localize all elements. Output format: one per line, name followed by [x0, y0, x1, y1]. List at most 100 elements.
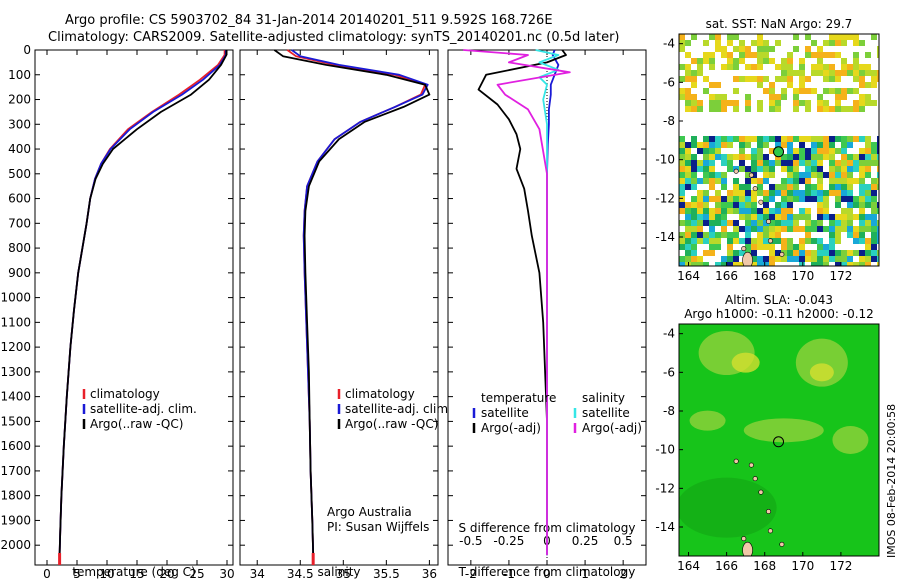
sst-cell: [787, 166, 793, 172]
sst-cell: [697, 256, 703, 262]
sst-cell: [745, 166, 751, 172]
sst-cell: [775, 100, 781, 106]
sst-cell: [757, 160, 763, 166]
sst-cell: [757, 148, 763, 154]
sst-cell: [685, 262, 691, 266]
sst-cell: [739, 196, 745, 202]
sst-cell: [769, 88, 775, 94]
sst-cell: [679, 238, 685, 244]
sst-cell: [859, 202, 865, 208]
sst-cell: [739, 76, 745, 82]
sst-cell: [733, 136, 739, 142]
sst-cell: [703, 172, 709, 178]
sst-cell: [685, 172, 691, 178]
sst-cell: [697, 142, 703, 148]
top-x-tick-label: 0.25: [572, 534, 599, 548]
sst-cell: [763, 244, 769, 250]
sst-cell: [739, 184, 745, 190]
sst-cell: [841, 160, 847, 166]
sst-cell: [775, 250, 781, 256]
sst-cell: [805, 196, 811, 202]
plot-frame: [34, 49, 234, 566]
sst-cell: [751, 172, 757, 178]
sst-cell: [679, 220, 685, 226]
sst-cell: [859, 40, 865, 46]
island-marker: [766, 509, 772, 515]
sst-cell: [775, 256, 781, 262]
sst-cell: [763, 154, 769, 160]
sst-cell: [769, 250, 775, 256]
sst-cell: [697, 100, 703, 106]
sst-cell: [829, 238, 835, 244]
sst-cell: [799, 172, 805, 178]
sst-cell: [685, 154, 691, 160]
sst-cell: [805, 76, 811, 82]
sst-cell: [793, 214, 799, 220]
sst-cell: [781, 220, 787, 226]
sst-cell: [799, 238, 805, 244]
y-tick-label: 900: [8, 266, 31, 280]
sst-cell: [805, 160, 811, 166]
sst-cell: [805, 106, 811, 112]
x-tick-label: 36: [422, 567, 437, 580]
sst-cell: [841, 154, 847, 160]
sst-cell: [787, 238, 793, 244]
sst-cell: [847, 262, 853, 266]
sst-cell: [805, 184, 811, 190]
sst-cell: [847, 256, 853, 262]
sst-cell: [853, 154, 859, 160]
sst-cell: [715, 100, 721, 106]
sst-cell: [757, 82, 763, 88]
sst-cell: [709, 166, 715, 172]
sst-cell: [715, 172, 721, 178]
sst-cell: [817, 160, 823, 166]
map-body: [679, 324, 879, 556]
sst-cell: [865, 154, 871, 160]
sst-cell: [835, 256, 841, 262]
sst-cell: [691, 172, 697, 178]
sst-cell: [817, 58, 823, 64]
sst-cell: [859, 184, 865, 190]
sst-cell: [847, 154, 853, 160]
legend-label: satellite-adj. clim.: [345, 402, 452, 416]
sst-cell: [715, 178, 721, 184]
sst-cell: [835, 160, 841, 166]
sst-cell: [835, 76, 841, 82]
sst-cell: [877, 262, 879, 266]
sst-cell: [823, 100, 829, 106]
sst-cell: [727, 208, 733, 214]
sst-cell: [745, 172, 751, 178]
sst-cell: [841, 136, 847, 142]
x-tick-label: -1: [503, 567, 515, 580]
sst-cell: [691, 154, 697, 160]
legend-label: Argo(..raw -QC): [90, 417, 183, 431]
sst-cell: [769, 190, 775, 196]
sst-cell: [685, 52, 691, 58]
sst-cell: [871, 148, 877, 154]
sst-cell: [841, 178, 847, 184]
sst-cell: [691, 106, 697, 112]
sst-cell: [685, 40, 691, 46]
sst-cell: [703, 88, 709, 94]
sst-cell: [691, 214, 697, 220]
sst-cell: [781, 250, 787, 256]
sst-cell: [805, 220, 811, 226]
sst-cell: [679, 94, 685, 100]
sst-cell: [739, 238, 745, 244]
sst-cell: [805, 178, 811, 184]
sst-cell: [781, 94, 787, 100]
sst-cell: [847, 220, 853, 226]
sst-cell: [853, 58, 859, 64]
y-tick-label: 0: [23, 43, 31, 57]
sst-cell: [811, 250, 817, 256]
sst-cell: [697, 214, 703, 220]
sst-cell: [787, 226, 793, 232]
sst-cell: [715, 196, 721, 202]
sst-cell: [691, 256, 697, 262]
sst-cell: [787, 250, 793, 256]
sst-cell: [877, 220, 879, 226]
sst-cell: [703, 148, 709, 154]
sst-cell: [757, 46, 763, 52]
sst-cell: [823, 190, 829, 196]
y-tick-label: 1600: [0, 439, 31, 453]
